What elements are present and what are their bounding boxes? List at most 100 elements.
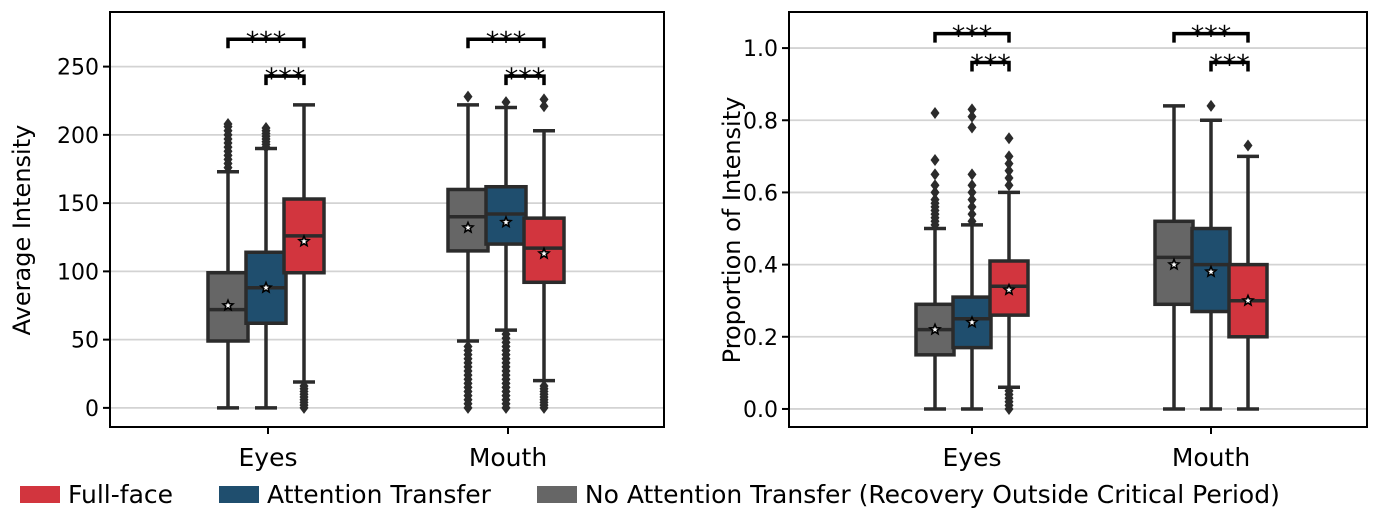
mean-marker xyxy=(499,214,513,229)
mean-marker xyxy=(928,322,942,336)
significance-label: *** xyxy=(505,63,546,94)
mean-marker xyxy=(221,298,235,312)
outlier-point xyxy=(930,168,940,181)
outlier-point xyxy=(967,208,977,221)
significance-bracket xyxy=(466,37,546,49)
significance-bracket xyxy=(970,60,1011,72)
mean-marker xyxy=(1002,282,1016,296)
outlier-point xyxy=(539,100,549,113)
x-tick-label: Mouth xyxy=(1172,443,1250,472)
legend-swatch xyxy=(536,485,577,503)
significance-bracket xyxy=(933,31,1011,43)
legend-label: Attention Transfer xyxy=(267,479,491,509)
y-tick-label: 0.6 xyxy=(743,181,778,206)
significance-bracket xyxy=(1172,31,1250,43)
outlier-point xyxy=(463,340,473,353)
outlier-point xyxy=(967,103,977,116)
significance-label: *** xyxy=(1191,21,1232,52)
outlier-point xyxy=(1004,150,1014,163)
y-tick-label: 0 xyxy=(85,397,99,422)
y-axis-label: Proportion of Intensity xyxy=(718,97,746,364)
outlier-point xyxy=(223,117,233,130)
axes-frame xyxy=(788,11,1368,428)
y-tick-label: 100 xyxy=(57,260,99,285)
outlier-point xyxy=(930,193,940,206)
mean-marker xyxy=(1204,264,1218,278)
legend-label: No Attention Transfer (Recovery Outside … xyxy=(584,479,1280,509)
legend-item: No Attention Transfer (Recovery Outside … xyxy=(536,479,1280,509)
outlier-point xyxy=(299,380,309,393)
mean-marker xyxy=(297,234,311,248)
outlier-point xyxy=(539,380,549,393)
outlier-point xyxy=(967,186,977,199)
box-mouth-2 xyxy=(484,96,528,414)
significance-bracket xyxy=(226,37,306,49)
significance-bracket xyxy=(1209,60,1250,72)
y-tick-label: 50 xyxy=(71,329,99,354)
outlier-point xyxy=(967,110,977,123)
outlier-point xyxy=(1004,132,1014,145)
legend-swatch xyxy=(219,485,260,503)
significance-label: *** xyxy=(246,26,287,57)
mean-marker xyxy=(259,280,273,294)
mean-marker xyxy=(1167,257,1181,271)
outlier-point xyxy=(967,121,977,134)
chart-panel-1: *** *** *** *** 0 50 100 150 200 250 Eyes Mouth Aver… xyxy=(8,11,665,472)
y-tick-label: 150 xyxy=(57,192,99,217)
axes-frame xyxy=(109,11,665,428)
significance-label: *** xyxy=(970,50,1011,81)
y-tick-label: 0.8 xyxy=(743,109,778,134)
outlier-point xyxy=(967,179,977,192)
significance-label: *** xyxy=(952,21,993,52)
outlier-point xyxy=(501,96,511,109)
significance-bracket xyxy=(264,74,306,86)
box-eyes-2 xyxy=(244,122,288,410)
legend-label: Full-face xyxy=(68,479,174,509)
outlier-point xyxy=(1004,157,1014,170)
outlier-point xyxy=(967,200,977,213)
outlier-point xyxy=(930,153,940,166)
outlier-point xyxy=(1004,164,1014,177)
x-tick-label: Mouth xyxy=(469,443,547,472)
outlier-point xyxy=(1004,179,1014,192)
outlier-point xyxy=(967,168,977,181)
y-axis-label: Average Intensity xyxy=(8,125,36,336)
outlier-point xyxy=(930,107,940,120)
outlier-point xyxy=(1243,139,1253,152)
box-eyes-1 xyxy=(206,117,250,410)
mean-marker xyxy=(965,315,979,329)
outlier-point xyxy=(1004,384,1014,397)
outlier-point xyxy=(967,215,977,228)
box-eyes-3 xyxy=(282,103,326,414)
significance-label: *** xyxy=(486,26,527,57)
legend-item: Full-face xyxy=(20,480,173,509)
legend-swatch xyxy=(20,485,60,503)
y-tick-label: 0.0 xyxy=(743,398,778,423)
x-tick-label: Eyes xyxy=(943,443,1002,472)
significance-label: *** xyxy=(265,63,306,94)
y-tick-label: 1.0 xyxy=(743,37,778,62)
y-tick-label: 200 xyxy=(57,124,99,149)
outlier-point xyxy=(463,90,473,103)
box-mouth-3 xyxy=(1227,139,1269,411)
mean-marker xyxy=(461,220,475,234)
box-mouth-3 xyxy=(522,93,566,414)
outlier-point xyxy=(501,328,511,341)
y-tick-label: 0.2 xyxy=(743,326,778,351)
mean-marker xyxy=(1241,293,1255,307)
x-tick-label: Eyes xyxy=(239,443,298,472)
outlier-point xyxy=(539,93,549,106)
outlier-point xyxy=(1004,172,1014,184)
significance-bracket xyxy=(504,74,546,86)
box-eyes-1 xyxy=(914,107,956,411)
box-eyes-2 xyxy=(951,103,993,411)
legend-item: Attention Transfer xyxy=(219,480,491,509)
legend: Full-face Attention Transfer No Attention … xyxy=(20,476,1280,512)
outlier-point xyxy=(967,193,977,206)
box-mouth-1 xyxy=(1153,104,1195,411)
box-eyes-3 xyxy=(988,132,1030,415)
y-tick-label: 0.4 xyxy=(743,254,778,279)
outlier-point xyxy=(930,186,940,199)
